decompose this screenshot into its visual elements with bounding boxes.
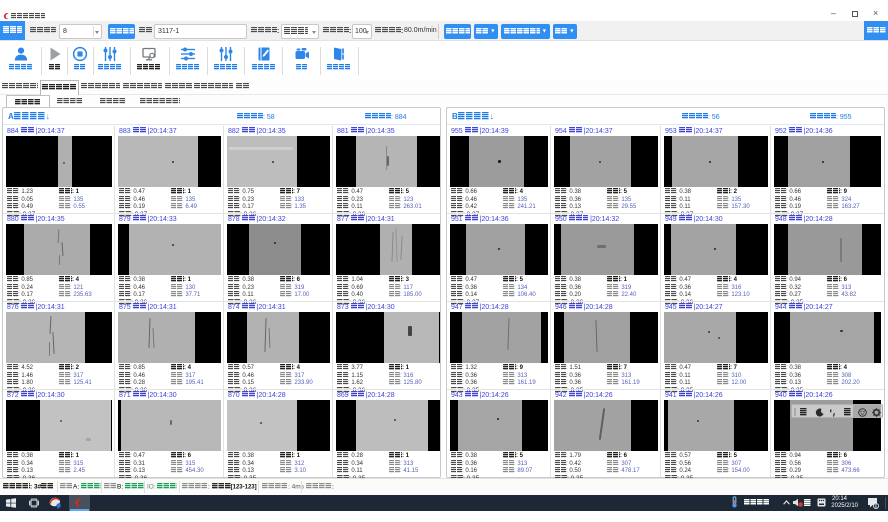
svg-text:6: 6 xyxy=(875,504,878,509)
